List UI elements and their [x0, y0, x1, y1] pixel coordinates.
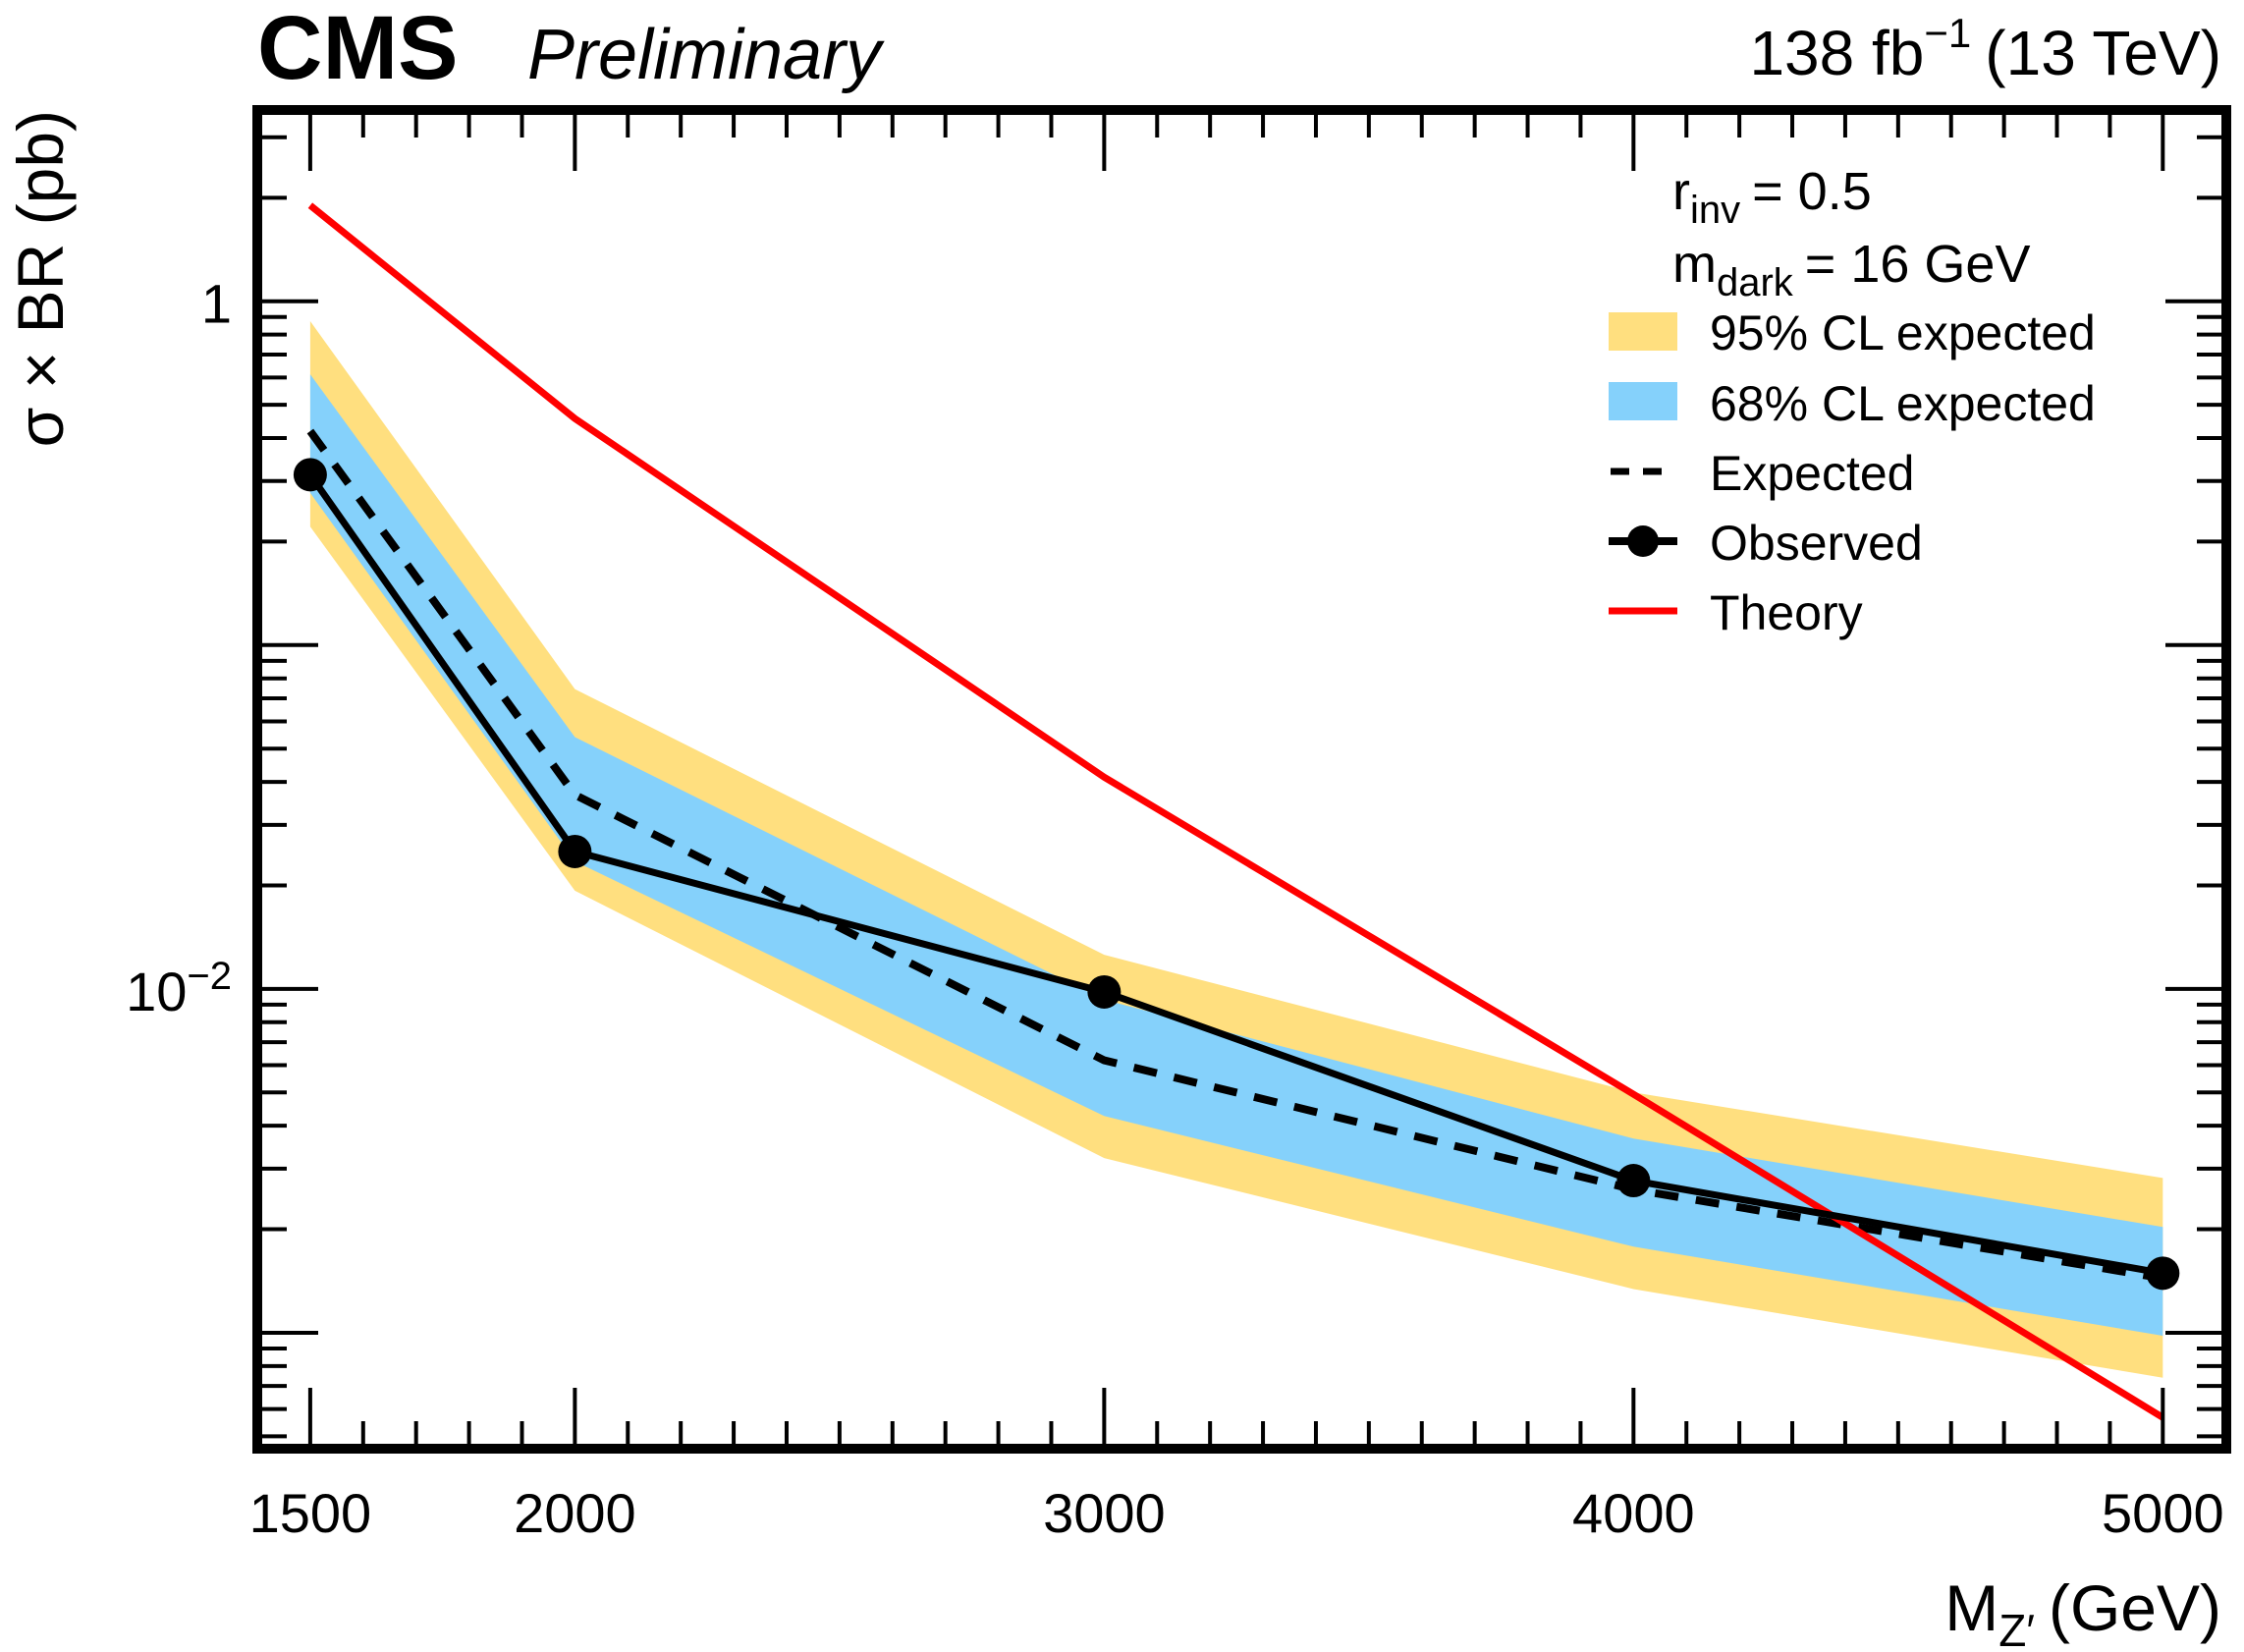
- legend-entry-68: 68% CL expected: [1609, 376, 2096, 431]
- legend-swatch-68: [1609, 382, 1677, 420]
- expected-line: [306, 428, 2163, 1283]
- plot-frame: [252, 105, 2231, 1454]
- y-tick-label: 1: [201, 273, 232, 335]
- observed-point: [558, 834, 592, 868]
- legend-entry-observed: Observed: [1609, 516, 1923, 571]
- legend-entry-expected: Expected: [1611, 446, 1914, 501]
- rinv-label: rinv = 0.5: [1672, 162, 1872, 232]
- band-95: [309, 321, 2163, 1378]
- observed-point: [2146, 1256, 2180, 1291]
- observed-point: [1616, 1164, 1651, 1198]
- lumi-label: 138 fb−1 (13 TeV): [1749, 10, 2221, 88]
- x-tick-label: 5000: [2102, 1482, 2224, 1544]
- mdark-label: mdark = 16 GeV: [1672, 235, 2030, 304]
- legend-label-theory: Theory: [1710, 585, 1863, 640]
- theory-line: [307, 202, 2165, 1421]
- legend-swatch-95: [1609, 312, 1677, 351]
- x-tick-label: 2000: [514, 1482, 636, 1544]
- legend-label-expected: Expected: [1710, 446, 1914, 501]
- legend-label-68: 68% CL expected: [1710, 376, 2096, 431]
- x-axis-title: MZ′ (GeV): [1944, 1571, 2221, 1652]
- y-axis-title: σ × BR (pb): [4, 110, 77, 447]
- legend-label-observed: Observed: [1710, 516, 1923, 571]
- x-tick-label: 3000: [1043, 1482, 1166, 1544]
- y-tick-labels: 1 10−2: [126, 273, 232, 1022]
- legend-entry-95: 95% CL expected: [1609, 305, 2096, 360]
- observed-point: [293, 458, 327, 492]
- legend-swatch-observed-marker: [1627, 525, 1659, 557]
- observed-point: [1087, 974, 1122, 1009]
- legend-label-95: 95% CL expected: [1710, 305, 2096, 360]
- experiment-label: CMS: [257, 0, 458, 98]
- legend-entry-theory: Theory: [1609, 585, 1863, 640]
- lines-group: [293, 202, 2180, 1421]
- legend: 95% CL expected 68% CL expected Expected…: [1609, 305, 2096, 640]
- status-label: Preliminary: [527, 16, 885, 94]
- y-tick-label: 10−2: [126, 955, 232, 1022]
- x-tick-label: 4000: [1572, 1482, 1695, 1544]
- x-tick-label: 1500: [249, 1482, 372, 1544]
- x-tick-labels: 1500 2000 3000 4000 5000: [249, 1482, 2224, 1544]
